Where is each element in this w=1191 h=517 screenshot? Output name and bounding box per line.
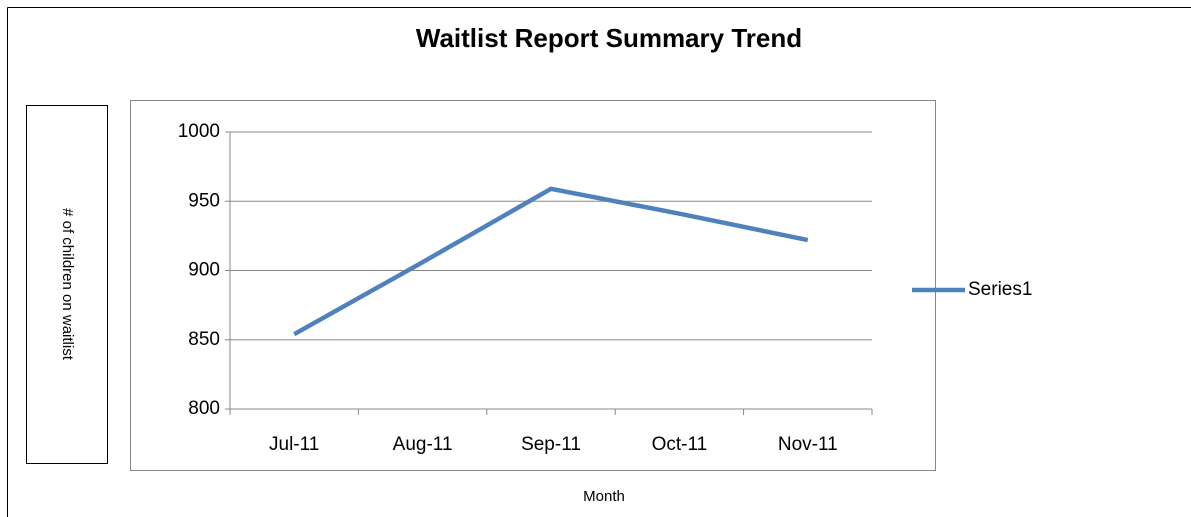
x-axis-label: Month	[583, 488, 625, 505]
x-tick-label: Oct-11	[652, 434, 708, 455]
x-tick-label: Sep-11	[521, 434, 581, 455]
y-tick-label: 950	[188, 190, 220, 211]
y-tick-label: 900	[188, 260, 220, 281]
chart-title: Waitlist Report Summary Trend	[416, 23, 802, 53]
x-tick-label: Jul-11	[269, 434, 319, 455]
y-label-box	[26, 105, 108, 464]
y-tick-label: 1000	[178, 121, 220, 142]
x-tick-label: Nov-11	[778, 434, 838, 455]
y-tick-label: 800	[188, 398, 220, 419]
plot-area	[130, 100, 936, 471]
legend-label: Series1	[968, 279, 1032, 300]
y-axis-label: # of children on waitlist	[59, 208, 76, 361]
x-tick-label: Aug-11	[393, 434, 453, 455]
y-tick-label: 850	[188, 329, 220, 350]
series-line	[293, 186, 809, 337]
